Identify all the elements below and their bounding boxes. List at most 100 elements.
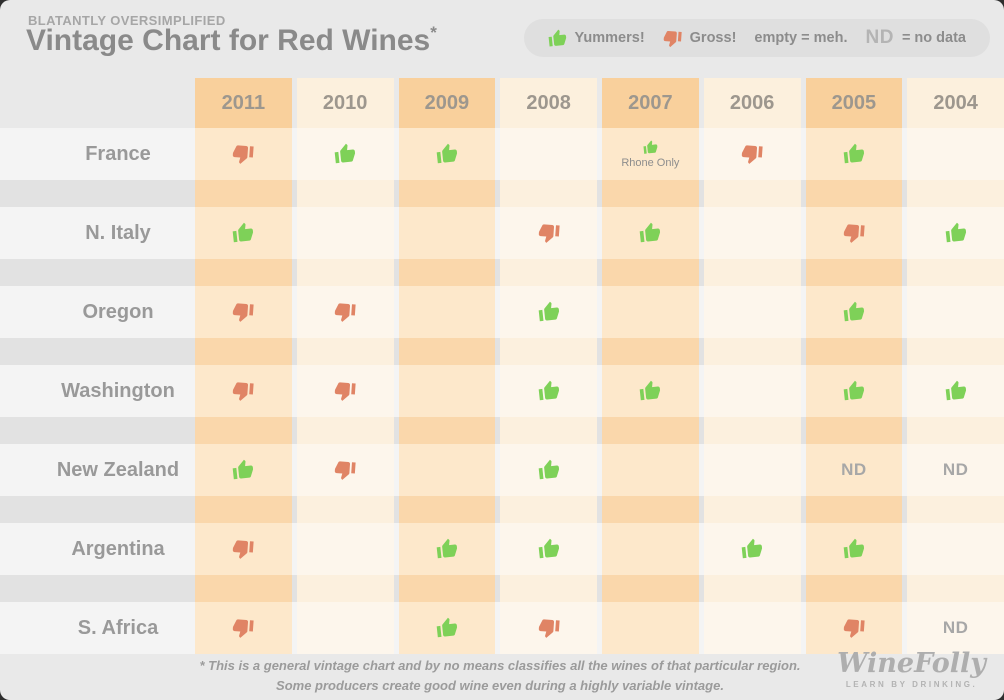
rating-n-italy-2005 — [805, 207, 903, 259]
thumbs-up-icon — [537, 300, 561, 324]
thumbs-down-icon — [333, 379, 356, 402]
separator-cell-2009 — [398, 417, 496, 444]
separator-cell-2005 — [805, 496, 903, 523]
rating-n-italy-2011 — [195, 207, 292, 259]
thumbs-down-icon — [333, 458, 356, 481]
separator-cell-2006 — [703, 180, 801, 207]
separator-cell-2008 — [500, 180, 597, 207]
thumbs-down-icon — [333, 300, 356, 323]
thumbs-down-icon — [232, 616, 255, 639]
rating-oregon-2009 — [398, 286, 496, 338]
separator-cell-2011 — [195, 338, 292, 365]
rating-argentina-2008 — [500, 523, 597, 575]
separator-cell-2004 — [907, 417, 1004, 444]
rating-france-2011 — [195, 128, 292, 180]
rating-s-africa-2009 — [398, 602, 496, 654]
separator-cell-2005 — [805, 259, 903, 286]
separator-cell-2008 — [500, 338, 597, 365]
region-label-n-italy: N. Italy — [85, 221, 151, 244]
logo-wordmark: WineFolly — [837, 648, 986, 679]
separator-cell-2009 — [398, 259, 496, 286]
rating-washington-2005 — [805, 365, 903, 417]
separator-cell-2010 — [296, 180, 394, 207]
separator-cell-2010 — [296, 575, 394, 602]
separator-cell-2011 — [195, 259, 292, 286]
legend-empty-label: empty = meh. — [754, 30, 848, 46]
no-data-label: ND — [841, 460, 867, 479]
separator-cell-2010 — [296, 496, 394, 523]
rating-n-italy-2007 — [602, 207, 699, 259]
legend-gross-label: Gross! — [689, 30, 737, 46]
separator-row — [0, 180, 1004, 207]
separator-cell-2006 — [703, 338, 801, 365]
separator-cell-2010 — [296, 338, 394, 365]
separator-cell-2006 — [703, 496, 801, 523]
separator-cell-2008 — [500, 575, 597, 602]
separator-spacer — [0, 417, 190, 444]
rating-argentina-2010 — [296, 523, 394, 575]
separator-cell-2009 — [398, 338, 496, 365]
cell-note: Rhone Only — [621, 156, 680, 169]
separator-cell-2007 — [602, 496, 699, 523]
rating-new-zealand-2008 — [500, 444, 597, 496]
thumbs-up-icon — [842, 142, 866, 166]
rating-oregon-2004 — [907, 286, 1004, 338]
separator-cell-2006 — [703, 575, 801, 602]
separator-row — [0, 575, 1004, 602]
thumbs-up-icon — [537, 537, 561, 561]
thumbs-down-icon — [842, 221, 865, 244]
rating-oregon-2007 — [602, 286, 699, 338]
rating-new-zealand-2007 — [602, 444, 699, 496]
separator-row — [0, 417, 1004, 444]
thumbs-up-icon — [435, 142, 459, 166]
region-row-s-africa: S. Africa ND — [0, 602, 1004, 654]
rating-france-2009 — [398, 128, 496, 180]
legend-yummers-label: Yummers! — [574, 30, 645, 46]
rating-oregon-2005 — [805, 286, 903, 338]
thumbs-up-icon — [537, 458, 561, 482]
thumbs-up-icon — [642, 139, 658, 155]
separator-cell-2004 — [907, 575, 1004, 602]
rating-argentina-2011 — [195, 523, 292, 575]
rating-n-italy-2009 — [398, 207, 496, 259]
rating-n-italy-2004 — [907, 207, 1004, 259]
rating-n-italy-2006 — [703, 207, 801, 259]
page-title-text: Vintage Chart for Red Wines — [26, 24, 431, 57]
rating-france-2008 — [500, 128, 597, 180]
thumbs-down-icon — [537, 616, 560, 639]
rating-s-africa-2010 — [296, 602, 394, 654]
no-data-label: ND — [942, 618, 969, 637]
separator-spacer — [0, 575, 190, 602]
separator-cell-2010 — [296, 259, 394, 286]
vintage-table: 2011 2010 2009 2008 2007 2006 2005 2004 France Rh… — [0, 78, 1004, 654]
separator-spacer — [0, 496, 190, 523]
year-header-2011: 2011 — [195, 78, 292, 128]
rating-oregon-2006 — [703, 286, 801, 338]
separator-cell-2011 — [195, 575, 292, 602]
rating-france-2005 — [805, 128, 903, 180]
separator-cell-2011 — [195, 180, 292, 207]
rating-washington-2007 — [602, 365, 699, 417]
thumbs-up-icon — [944, 379, 968, 403]
region-label-new-zealand: New Zealand — [56, 458, 180, 481]
separator-row — [0, 338, 1004, 365]
separator-spacer — [0, 338, 190, 365]
legend-nd-abbr: ND — [865, 27, 894, 48]
rating-argentina-2006 — [703, 523, 801, 575]
rating-argentina-2007 — [602, 523, 699, 575]
separator-cell-2004 — [907, 259, 1004, 286]
rating-oregon-2011 — [195, 286, 292, 338]
rating-oregon-2010 — [296, 286, 394, 338]
region-row-n-italy: N. Italy — [0, 207, 1004, 259]
thumbs-down-icon — [232, 300, 255, 323]
thumbs-down-icon — [232, 537, 255, 560]
rating-washington-2006 — [703, 365, 801, 417]
rating-new-zealand-2006 — [703, 444, 801, 496]
thumbs-up-icon — [944, 221, 968, 245]
region-label-washington: Washington — [61, 379, 175, 402]
thumbs-up-icon — [638, 379, 662, 403]
region-row-france: France Rhone Only — [0, 128, 1004, 180]
separator-cell-2005 — [805, 417, 903, 444]
separator-cell-2011 — [195, 496, 292, 523]
